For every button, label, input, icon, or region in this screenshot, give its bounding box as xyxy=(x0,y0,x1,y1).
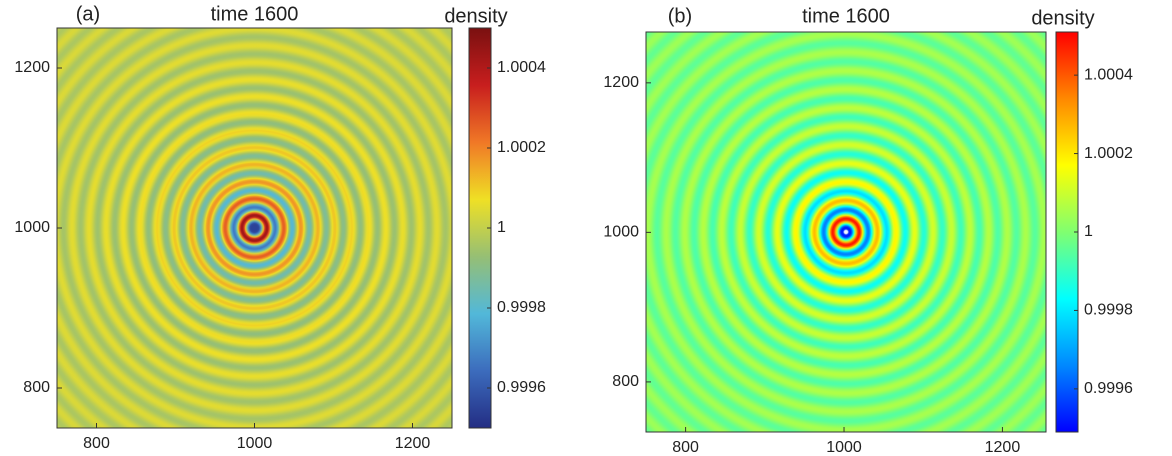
colorbar-tick-label: 0.9998 xyxy=(497,299,546,316)
y-tick-label: 800 xyxy=(612,373,639,390)
panel-label: (b) xyxy=(668,5,692,27)
x-tick-label: 1200 xyxy=(395,435,431,452)
x-tick-label: 800 xyxy=(672,439,699,456)
colorbar-tick-label: 0.9996 xyxy=(1084,380,1133,397)
colorbar-tick-label: 1.0004 xyxy=(1084,66,1133,83)
panel-label: (a) xyxy=(76,3,100,25)
colorbar-tick-label: 0.9996 xyxy=(497,379,546,396)
y-tick-label: 1000 xyxy=(14,219,50,236)
x-tick-label: 1200 xyxy=(985,439,1021,456)
colorbar-tick-label: 1.0004 xyxy=(497,59,546,76)
colorbar-tick-label: 1 xyxy=(497,219,506,236)
chart-title: time 1600 xyxy=(211,3,299,25)
y-tick-label: 1200 xyxy=(14,59,50,76)
y-tick-label: 1000 xyxy=(603,224,639,241)
x-tick-label: 1000 xyxy=(826,439,862,456)
colorbar-label: density xyxy=(1031,7,1094,29)
y-tick-label: 800 xyxy=(23,379,50,396)
colorbar-label: density xyxy=(444,5,507,27)
field-image xyxy=(646,32,1046,432)
field-image xyxy=(57,28,452,428)
colorbar-tick-label: 1 xyxy=(1084,223,1093,240)
colorbar-tick-label: 1.0002 xyxy=(1084,145,1133,162)
colorbar-tick-label: 0.9998 xyxy=(1084,302,1133,319)
colorbar-tick-label: 1.0002 xyxy=(497,139,546,156)
x-tick-label: 800 xyxy=(83,435,110,452)
chart-title: time 1600 xyxy=(802,5,890,27)
x-tick-label: 1000 xyxy=(237,435,273,452)
y-tick-label: 1200 xyxy=(603,74,639,91)
